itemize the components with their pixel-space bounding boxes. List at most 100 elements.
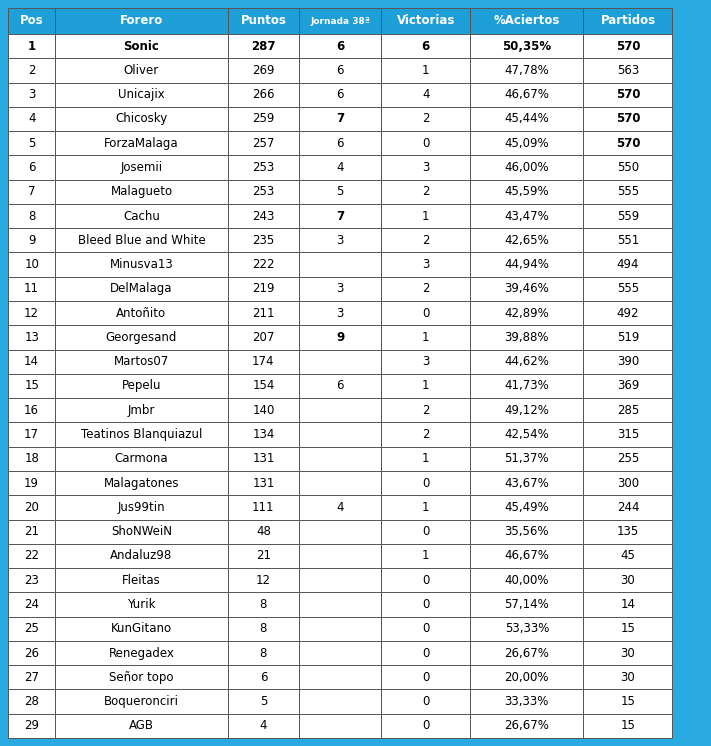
Text: 8: 8 — [260, 598, 267, 611]
Text: 39,46%: 39,46% — [504, 283, 549, 295]
Bar — [470, 131, 584, 155]
Bar — [228, 374, 299, 398]
Text: 23: 23 — [24, 574, 39, 586]
Bar — [299, 714, 381, 738]
Bar — [584, 204, 673, 228]
Bar — [55, 34, 228, 58]
Text: 30: 30 — [621, 647, 636, 659]
Text: Yurik: Yurik — [127, 598, 156, 611]
Text: 555: 555 — [617, 185, 639, 198]
Bar — [228, 641, 299, 665]
Text: 15: 15 — [24, 380, 39, 392]
Text: 44,62%: 44,62% — [504, 355, 550, 369]
Text: 33,33%: 33,33% — [505, 695, 549, 708]
Bar — [299, 374, 381, 398]
Text: 4: 4 — [336, 161, 344, 174]
Text: 3: 3 — [336, 233, 344, 247]
Text: 12: 12 — [256, 574, 271, 586]
Text: 287: 287 — [251, 40, 276, 53]
Bar — [228, 447, 299, 471]
Bar — [228, 568, 299, 592]
Bar — [470, 180, 584, 204]
Text: 3: 3 — [28, 88, 36, 101]
Text: 2: 2 — [422, 404, 429, 417]
Text: 40,00%: 40,00% — [505, 574, 549, 586]
Bar — [228, 83, 299, 107]
Text: 111: 111 — [252, 501, 274, 514]
Text: 46,67%: 46,67% — [504, 88, 550, 101]
Text: 6: 6 — [422, 40, 430, 53]
Text: 5: 5 — [260, 695, 267, 708]
Bar — [228, 228, 299, 252]
Text: 570: 570 — [616, 88, 640, 101]
Text: Minusva13: Minusva13 — [109, 258, 173, 271]
Bar — [584, 83, 673, 107]
Text: Andaluz98: Andaluz98 — [110, 550, 173, 562]
Text: 222: 222 — [252, 258, 274, 271]
Text: 4: 4 — [28, 113, 36, 125]
Bar — [55, 107, 228, 131]
Bar — [584, 592, 673, 617]
Bar — [584, 617, 673, 641]
Text: Señor topo: Señor topo — [109, 671, 173, 684]
Bar — [8, 325, 55, 350]
Bar — [470, 665, 584, 689]
Bar — [228, 277, 299, 301]
Text: 18: 18 — [24, 452, 39, 466]
Text: 570: 570 — [616, 40, 640, 53]
Bar — [584, 641, 673, 665]
Bar — [470, 155, 584, 180]
Bar — [299, 689, 381, 714]
Bar — [381, 568, 470, 592]
Bar — [381, 155, 470, 180]
Bar — [55, 617, 228, 641]
Text: Pos: Pos — [20, 14, 43, 28]
Bar — [470, 592, 584, 617]
Bar — [584, 689, 673, 714]
Text: 24: 24 — [24, 598, 39, 611]
Bar — [584, 495, 673, 519]
Bar — [381, 325, 470, 350]
Text: 219: 219 — [252, 283, 274, 295]
Bar — [228, 301, 299, 325]
Text: 1: 1 — [28, 40, 36, 53]
Bar — [8, 374, 55, 398]
Bar — [299, 519, 381, 544]
Bar — [55, 8, 228, 34]
Text: 1: 1 — [422, 210, 429, 222]
Text: 16: 16 — [24, 404, 39, 417]
Bar — [584, 58, 673, 83]
Text: 0: 0 — [422, 671, 429, 684]
Text: 6: 6 — [260, 671, 267, 684]
Text: 140: 140 — [252, 404, 274, 417]
Text: 45,49%: 45,49% — [504, 501, 549, 514]
Bar — [55, 180, 228, 204]
Text: Forero: Forero — [120, 14, 163, 28]
Bar — [8, 34, 55, 58]
Bar — [584, 252, 673, 277]
Text: 244: 244 — [616, 501, 639, 514]
Text: 20: 20 — [24, 501, 39, 514]
Bar — [584, 471, 673, 495]
Bar — [299, 568, 381, 592]
Text: 46,00%: 46,00% — [505, 161, 549, 174]
Bar — [299, 8, 381, 34]
Bar — [228, 58, 299, 83]
Text: 2: 2 — [422, 233, 429, 247]
Bar — [228, 592, 299, 617]
Bar — [584, 107, 673, 131]
Bar — [470, 107, 584, 131]
Bar — [381, 519, 470, 544]
Text: 390: 390 — [617, 355, 639, 369]
Text: 0: 0 — [422, 695, 429, 708]
Bar — [228, 325, 299, 350]
Text: 570: 570 — [616, 137, 640, 150]
Text: 27: 27 — [24, 671, 39, 684]
Text: 17: 17 — [24, 428, 39, 441]
Bar — [55, 398, 228, 422]
Bar — [8, 398, 55, 422]
Text: 15: 15 — [621, 719, 636, 733]
Text: 0: 0 — [422, 622, 429, 636]
Bar — [470, 228, 584, 252]
Bar — [55, 325, 228, 350]
